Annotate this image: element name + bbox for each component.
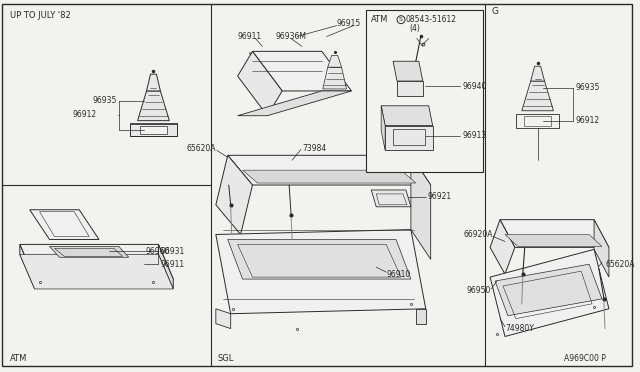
Text: 96915: 96915: [337, 19, 361, 28]
Polygon shape: [522, 81, 554, 111]
Text: 74980Y: 74980Y: [505, 324, 534, 333]
Polygon shape: [216, 155, 252, 234]
Polygon shape: [228, 240, 411, 279]
Polygon shape: [49, 246, 129, 257]
Polygon shape: [20, 254, 173, 289]
Text: 65620A: 65620A: [186, 144, 216, 153]
Polygon shape: [323, 67, 346, 89]
Polygon shape: [531, 66, 545, 81]
Text: 96912: 96912: [575, 116, 600, 125]
Polygon shape: [237, 51, 282, 116]
Bar: [524, 116, 552, 126]
Polygon shape: [594, 219, 609, 277]
Bar: [366, 10, 483, 172]
Polygon shape: [490, 219, 515, 274]
Text: 96910: 96910: [386, 270, 410, 279]
Bar: [130, 123, 177, 137]
Text: 66920A: 66920A: [463, 230, 493, 239]
Polygon shape: [393, 61, 423, 81]
Polygon shape: [490, 249, 609, 337]
Bar: [516, 114, 559, 128]
Text: (4): (4): [409, 24, 420, 33]
Text: S: S: [399, 17, 403, 22]
Text: SGL: SGL: [218, 354, 234, 363]
Polygon shape: [147, 74, 161, 91]
Text: ATM: ATM: [10, 354, 28, 363]
Text: ATM: ATM: [371, 15, 388, 24]
Text: A969C00 P: A969C00 P: [564, 354, 606, 363]
Polygon shape: [371, 190, 411, 207]
Polygon shape: [159, 244, 173, 289]
Text: 96935: 96935: [575, 83, 600, 93]
Polygon shape: [397, 81, 423, 96]
Polygon shape: [29, 210, 99, 240]
Text: 96950: 96950: [467, 286, 491, 295]
Polygon shape: [130, 124, 177, 135]
Polygon shape: [140, 126, 167, 134]
Polygon shape: [505, 234, 602, 246]
Text: 65620A: 65620A: [606, 260, 636, 269]
Text: 73984: 73984: [302, 144, 326, 153]
Text: 96936M: 96936M: [275, 32, 307, 41]
Polygon shape: [381, 106, 385, 150]
Polygon shape: [500, 219, 609, 247]
Polygon shape: [495, 264, 602, 316]
Text: 96931: 96931: [161, 247, 185, 256]
Text: 96935: 96935: [92, 96, 117, 105]
Text: 96960: 96960: [145, 247, 170, 256]
Polygon shape: [216, 230, 426, 314]
Polygon shape: [237, 91, 351, 116]
Polygon shape: [416, 309, 426, 324]
Polygon shape: [20, 244, 35, 289]
Text: 96940: 96940: [462, 81, 487, 90]
Text: UP TO JULY '82: UP TO JULY '82: [10, 11, 70, 20]
Polygon shape: [252, 51, 351, 91]
Polygon shape: [411, 155, 431, 259]
Text: 96912: 96912: [73, 110, 97, 119]
Polygon shape: [328, 55, 342, 67]
Text: 96921: 96921: [428, 192, 452, 201]
Polygon shape: [228, 155, 431, 185]
Polygon shape: [385, 126, 433, 150]
Text: G: G: [491, 7, 498, 16]
Polygon shape: [243, 170, 416, 183]
Polygon shape: [381, 106, 433, 126]
Text: 96913: 96913: [462, 131, 486, 140]
Polygon shape: [20, 244, 173, 279]
Text: 08543-51612: 08543-51612: [406, 15, 457, 24]
Text: 96911: 96911: [237, 32, 262, 41]
Text: 96911: 96911: [161, 260, 184, 269]
Polygon shape: [138, 91, 170, 121]
Polygon shape: [216, 309, 230, 328]
